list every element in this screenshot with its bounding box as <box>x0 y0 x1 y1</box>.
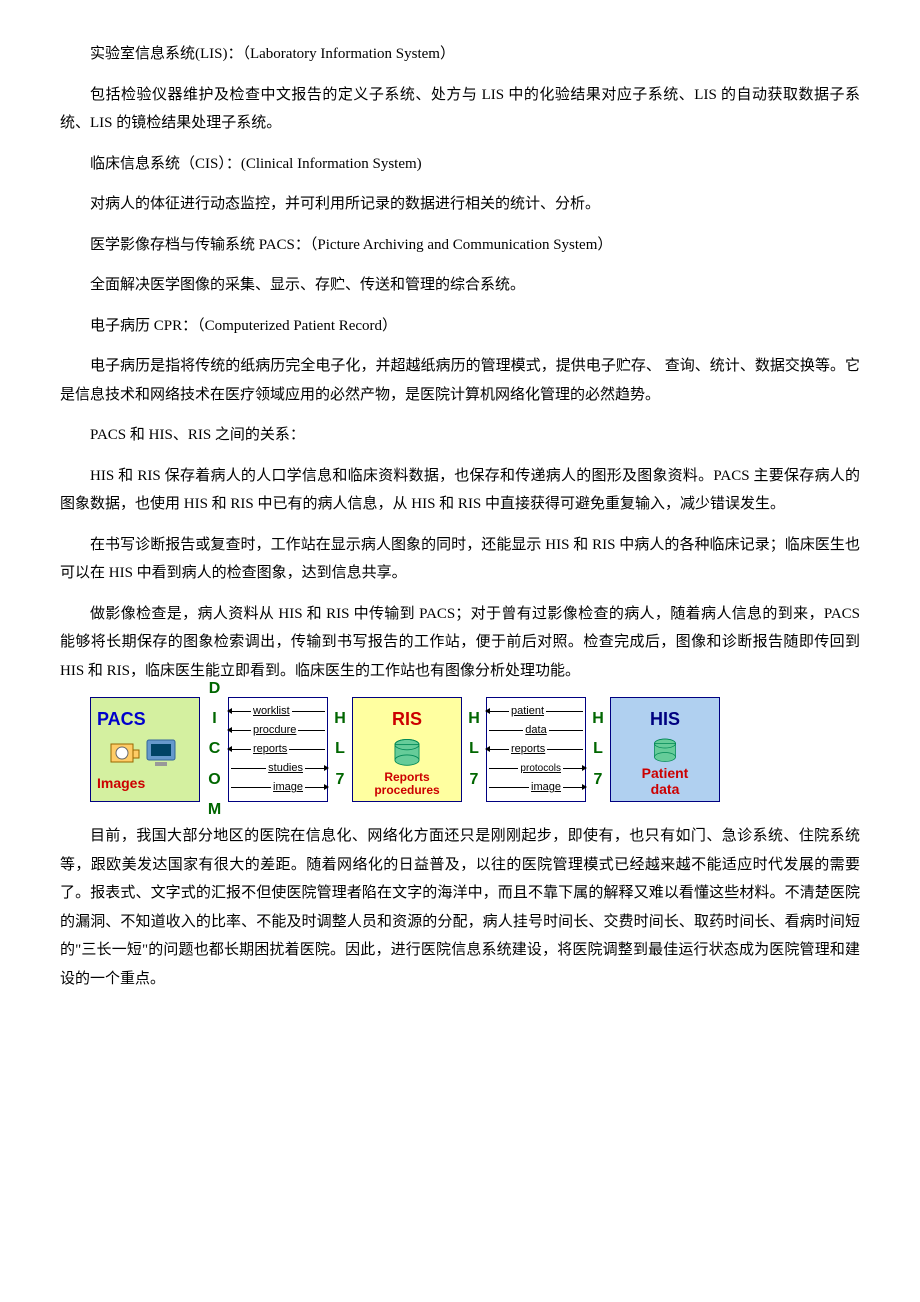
monitor-icon <box>143 736 183 770</box>
arrow-image: image <box>231 780 325 796</box>
arrow-image2: image <box>489 780 583 796</box>
hl7-h: H <box>334 704 346 734</box>
dicom-label-box: D I C O M <box>200 697 228 802</box>
paragraph-relation-title: PACS 和 HIS、RIS 之间的关系： <box>60 421 860 450</box>
hl7-right-box: H L 7 <box>586 697 610 802</box>
his-title: HIS <box>650 702 680 736</box>
arrow-reports: reports <box>231 742 325 758</box>
ris-database-icon <box>389 736 425 770</box>
dicom-m: M <box>208 795 220 825</box>
arrow-data: data <box>489 723 583 739</box>
his-box: HIS Patient data <box>610 697 720 802</box>
arrow-procdure: procdure <box>231 723 325 739</box>
hl7-l: L <box>335 734 345 764</box>
paragraph-cis-desc: 对病人的体征进行动态监控，并可利用所记录的数据进行相关的统计、分析。 <box>60 190 860 219</box>
pacs-bottom-label: Images <box>97 770 145 797</box>
arrow-protocols: protocols <box>489 761 583 777</box>
arrows-left-box: worklist procdure reports studies image <box>228 697 328 802</box>
scanner-icon <box>107 736 141 770</box>
pacs-title: PACS <box>97 702 146 736</box>
arrow-studies: studies <box>231 761 325 777</box>
paragraph-relation-1: HIS 和 RIS 保存着病人的人口学信息和临床资料数据，也保存和传递病人的图形… <box>60 462 860 519</box>
his-database-icon <box>647 736 683 766</box>
arrows-right-box: patient data reports protocols image <box>486 697 586 802</box>
dicom-i: I <box>212 704 215 734</box>
dicom-o: O <box>208 765 219 795</box>
ris-title: RIS <box>392 702 422 736</box>
pacs-icons <box>107 736 183 770</box>
dicom-c: C <box>209 734 220 764</box>
paragraph-conclusion: 目前，我国大部分地区的医院在信息化、网络化方面还只是刚刚起步，即使有，也只有如门… <box>60 822 860 993</box>
arrow-reports2: reports <box>489 742 583 758</box>
hl7-mid-box: H L 7 <box>462 697 486 802</box>
paragraph-cpr-desc: 电子病历是指将传统的纸病历完全电子化，并超越纸病历的管理模式，提供电子贮存、 查… <box>60 352 860 409</box>
paragraph-cis-title: 临床信息系统（CIS）：(Clinical Information System… <box>60 150 860 179</box>
paragraph-lis-title: 实验室信息系统(LIS)：（Laboratory Information Sys… <box>60 40 860 69</box>
paragraph-pacs-desc: 全面解决医学图像的采集、显示、存贮、传送和管理的综合系统。 <box>60 271 860 300</box>
his-bottom-label: Patient data <box>642 766 689 797</box>
paragraph-pacs-title: 医学影像存档与传输系统 PACS：（Picture Archiving and … <box>60 231 860 260</box>
hl7-7: 7 <box>336 765 345 795</box>
paragraph-relation-2: 在书写诊断报告或复查时，工作站在显示病人图象的同时，还能显示 HIS 和 RIS… <box>60 531 860 588</box>
paragraph-lis-desc: 包括检验仪器维护及检查中文报告的定义子系统、处方与 LIS 中的化验结果对应子系… <box>60 81 860 138</box>
paragraph-relation-3: 做影像检查是，病人资料从 HIS 和 RIS 中传输到 PACS；对于曾有过影像… <box>60 600 860 686</box>
ris-box: RIS Reports procedures <box>352 697 462 802</box>
arrow-patient: patient <box>489 704 583 720</box>
paragraph-cpr-title: 电子病历 CPR：（Computerized Patient Record） <box>60 312 860 341</box>
hl7-left-box: H L 7 <box>328 697 352 802</box>
ris-bottom-label: Reports procedures <box>374 771 439 797</box>
dicom-d: D <box>209 674 220 704</box>
pacs-box: PACS Images <box>90 697 200 802</box>
arrow-worklist: worklist <box>231 704 325 720</box>
pacs-ris-his-diagram: PACS Images D I C O M worklist <box>90 697 860 802</box>
